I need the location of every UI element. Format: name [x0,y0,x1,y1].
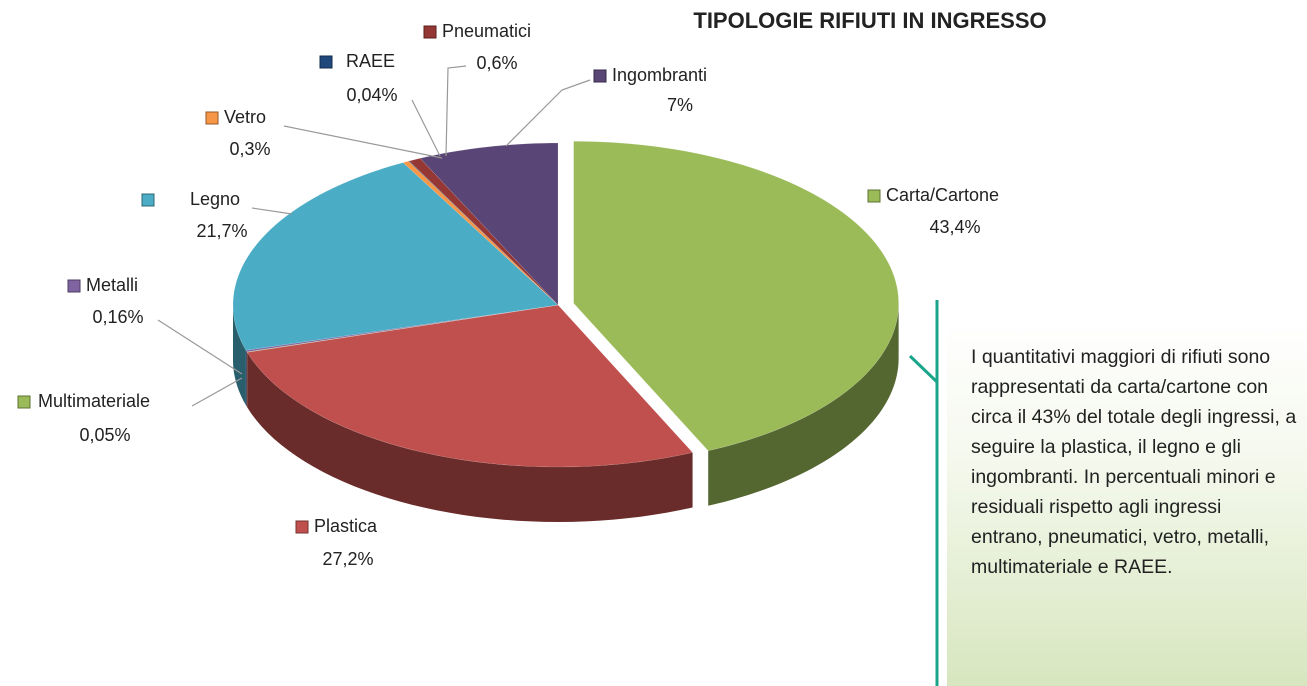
slice [246,304,694,522]
slice-top [246,304,694,468]
value-label: 43,4% [929,217,980,237]
value-label: 0,3% [229,139,270,159]
slice [408,160,559,306]
legend-swatch [205,111,219,125]
chart-title: TIPOLOGIE RIFIUTI IN INGRESSO [693,8,1046,33]
leader-line [445,65,467,157]
slice-top [408,160,559,306]
category-label: RAEE [346,51,395,71]
slice-top [573,141,899,452]
category-label: Multimateriale [38,391,150,411]
slice-top [246,304,559,353]
value-label: 27,2% [322,549,373,569]
slice [232,162,559,406]
value-label: 7% [667,95,693,115]
leader-line [251,207,293,215]
value-label: 0,16% [92,307,143,327]
slice [573,141,899,506]
legend-swatch [141,193,155,207]
slice [419,142,559,306]
category-label: Legno [190,189,240,209]
category-label: Carta/Cartone [886,185,999,205]
legend-swatch [67,279,81,293]
slice-side [247,352,693,522]
category-label: Pneumatici [442,21,531,41]
legend-swatch [593,69,607,83]
slice-top [232,162,559,351]
slice-side [708,303,899,506]
slice [408,158,559,306]
legend-swatch [423,25,437,39]
slice-top [419,142,559,306]
category-label: Ingombranti [612,65,707,85]
leader-line [157,319,243,375]
value-label: 0,6% [476,53,517,73]
slice-side [233,305,246,406]
legend-swatch [867,189,881,203]
legend-swatch [295,520,309,534]
category-label: Vetro [224,107,266,127]
leader-line [283,125,443,159]
legend-swatch [319,55,333,69]
leader-line [411,99,441,157]
value-label: 0,05% [79,425,130,445]
slice [246,304,559,408]
annotation: I quantitativi maggiori di rifiuti sono … [947,320,1307,686]
category-label: Plastica [314,516,378,536]
slice-side [245,350,247,407]
category-label: Metalli [86,275,138,295]
legend-swatch [17,395,31,409]
value-label: 0,04% [346,85,397,105]
value-label: 21,7% [196,221,247,241]
slice-top [408,158,559,306]
leader-line [505,79,591,147]
leader-line [191,377,243,407]
callout-tick [908,354,939,384]
